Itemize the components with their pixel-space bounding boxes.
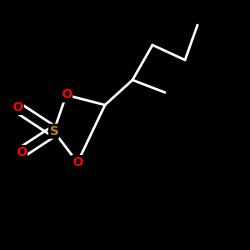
Text: O: O [12, 101, 23, 114]
Text: O: O [61, 88, 72, 102]
Text: O: O [72, 156, 83, 169]
Text: O: O [16, 146, 26, 159]
Text: S: S [49, 125, 58, 138]
